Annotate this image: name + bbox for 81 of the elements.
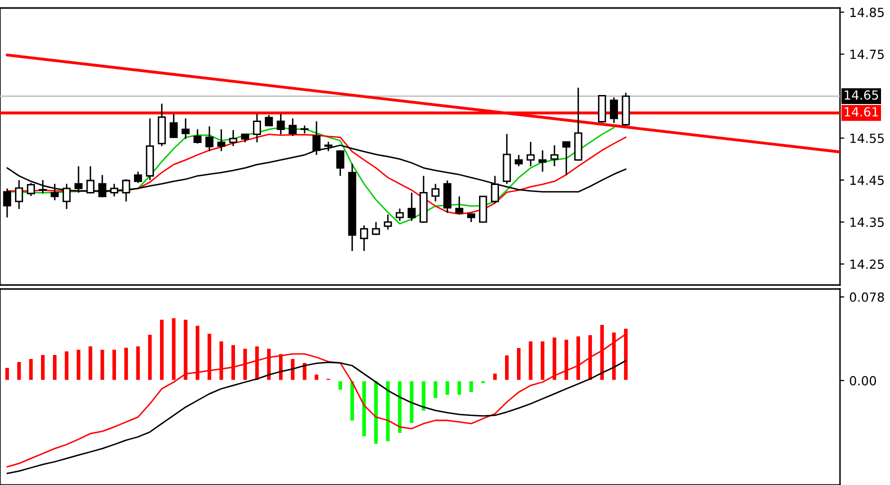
bar: [468, 380, 474, 394]
bar: [360, 380, 368, 438]
candlestick: [562, 140, 570, 176]
ref-line-label: 14.65: [844, 90, 878, 100]
candlestick: [408, 192, 416, 222]
bar: [420, 380, 427, 412]
candlestick: [384, 214, 392, 230]
candlestick: [205, 126, 214, 152]
y-tick-label: 14.35: [850, 218, 884, 227]
candlestick: [526, 141, 535, 167]
candlestick: [252, 113, 262, 143]
candlestick: [360, 224, 368, 252]
bar: [456, 380, 462, 396]
bar: [158, 318, 166, 382]
bar: [63, 350, 70, 382]
bar: [337, 380, 344, 392]
y-tick-label: 14.45: [850, 176, 884, 186]
candlestick: [550, 144, 558, 167]
candlestick: [217, 128, 226, 152]
bar: [348, 380, 356, 422]
candlestick: [229, 129, 238, 147]
bar: [111, 348, 118, 382]
bar: [539, 340, 546, 382]
bar: [444, 380, 451, 396]
bar: [99, 348, 106, 382]
candlestick: [170, 113, 178, 139]
bar: [527, 340, 534, 382]
bar: [325, 377, 332, 382]
candlestick: [276, 113, 285, 136]
bar: [28, 358, 34, 382]
bar: [122, 346, 130, 382]
ref-line-label: 14.61: [844, 107, 878, 117]
bar: [4, 366, 10, 382]
bar: [396, 380, 403, 434]
bar: [408, 380, 415, 424]
bar: [516, 346, 522, 382]
bar: [230, 344, 236, 382]
bar: [301, 362, 308, 382]
candlestick: [443, 180, 452, 214]
candlestick: [455, 196, 464, 215]
y-tick-label: 14.25: [850, 259, 884, 269]
line-series: [6, 360, 627, 474]
bar: [75, 348, 82, 382]
bar: [384, 380, 392, 443]
y-tick-label: 14.55: [850, 134, 884, 144]
bar: [87, 344, 94, 382]
candlestick: [134, 170, 142, 184]
bar: [492, 372, 498, 382]
bar: [218, 340, 224, 382]
candlestick: [264, 114, 273, 126]
y-tick-label: 0.078: [850, 292, 884, 302]
candlestick: [336, 150, 344, 177]
bar: [480, 380, 486, 385]
y-tick-label: 0.00: [850, 376, 876, 386]
y-tick-label: 14.75: [850, 50, 884, 60]
bar: [146, 333, 154, 382]
bar: [266, 347, 272, 382]
y-tick-label: 14.85: [850, 8, 884, 18]
bar: [16, 360, 22, 382]
bar: [504, 354, 510, 382]
candlestick: [396, 208, 404, 222]
candlestick: [15, 179, 24, 210]
candlestick: [182, 118, 190, 140]
bar: [242, 347, 248, 382]
bar: [40, 354, 46, 382]
bar: [551, 336, 558, 382]
bar: [313, 373, 320, 382]
candlestick: [193, 128, 202, 144]
bar: [134, 344, 142, 382]
candlestick: [610, 96, 618, 124]
candlestick: [431, 183, 440, 202]
candlestick: [372, 221, 380, 236]
bar: [563, 338, 570, 382]
bar: [278, 352, 284, 382]
candlestick: [3, 188, 12, 218]
candlestick: [538, 150, 547, 172]
candlestick: [288, 118, 297, 137]
candlestick: [514, 154, 523, 167]
bar: [52, 354, 58, 382]
bar: [290, 358, 296, 382]
bar: [432, 380, 439, 400]
